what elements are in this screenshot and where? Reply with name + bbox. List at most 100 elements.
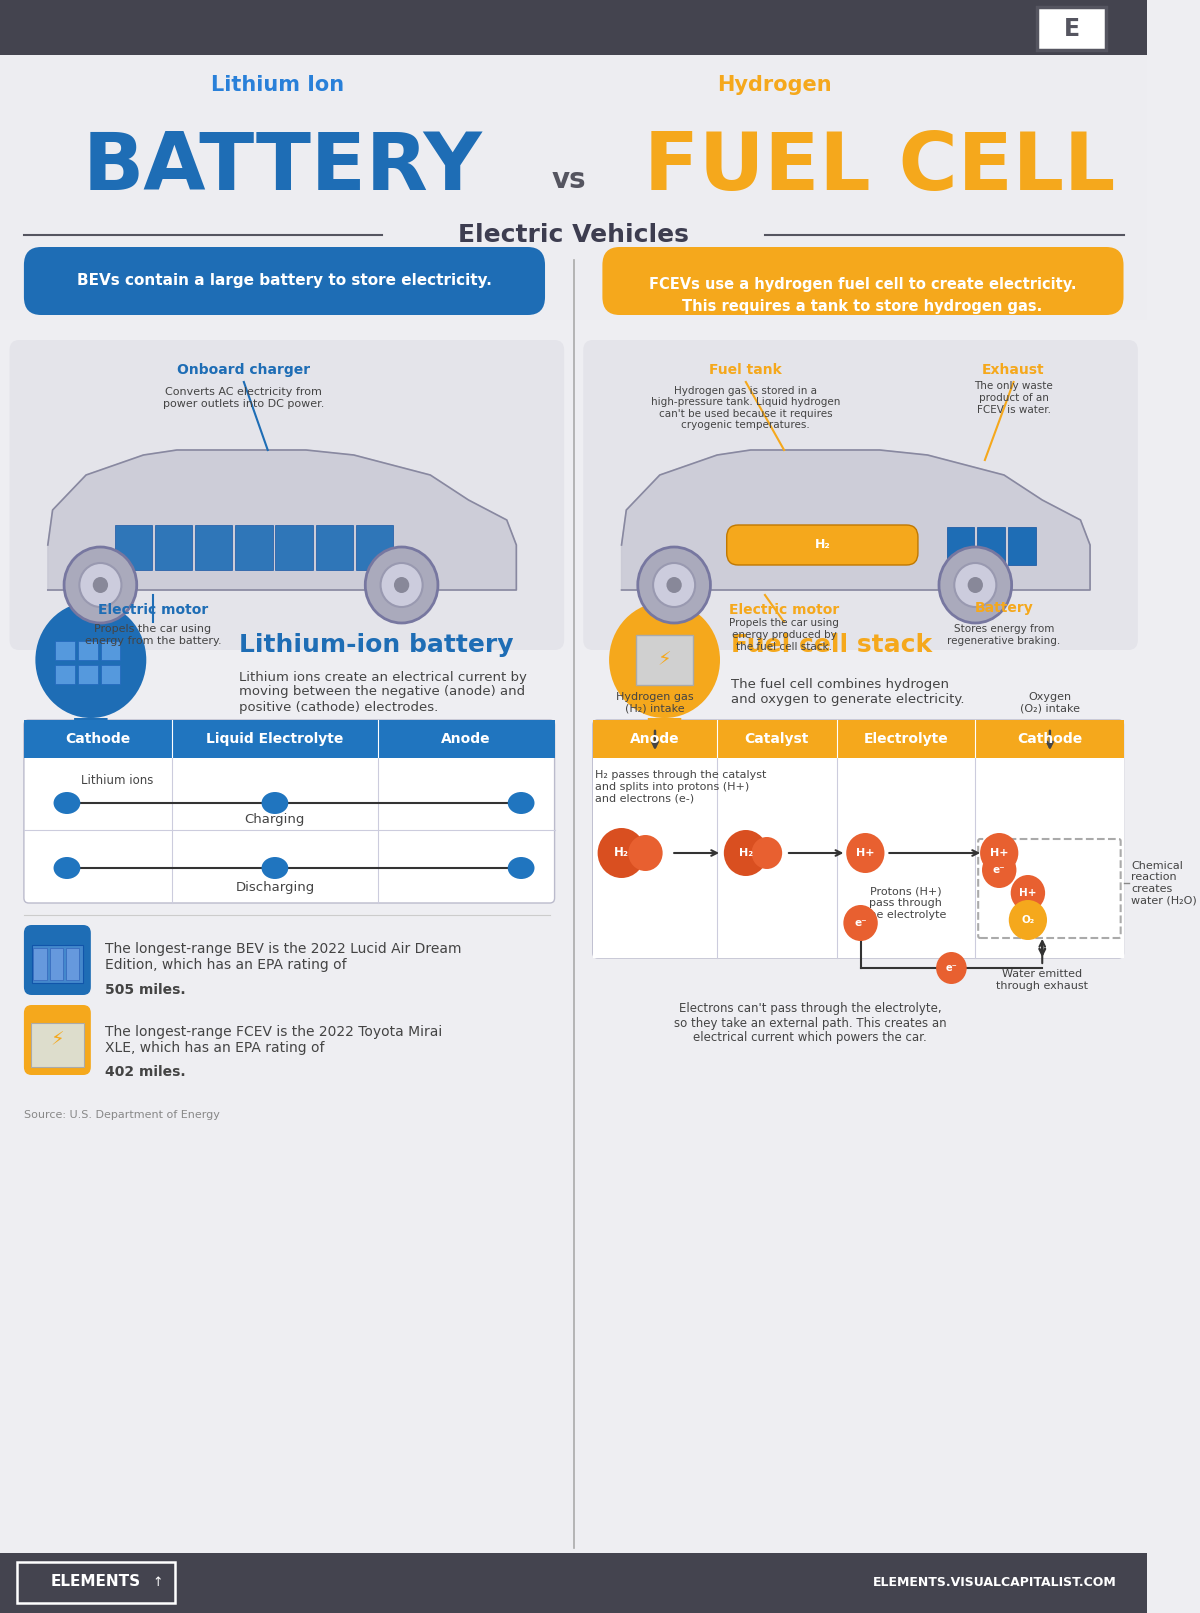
Text: FCEVs use a hydrogen fuel cell to create electricity.: FCEVs use a hydrogen fuel cell to create… [649,276,1076,292]
Text: BEVs contain a large battery to store electricity.: BEVs contain a large battery to store el… [77,274,492,289]
Text: Electric motor: Electric motor [98,603,208,618]
Text: Anode: Anode [442,732,491,745]
Text: 402 miles.: 402 miles. [106,1065,186,1079]
Text: Lithium ions create an electrical current by
moving between the negative (anode): Lithium ions create an electrical curren… [239,671,527,713]
Bar [275,524,313,569]
Text: Hydrogen gas
(H₂) intake: Hydrogen gas (H₂) intake [616,692,694,715]
Text: ⚡: ⚡ [658,650,672,669]
Circle shape [666,577,682,594]
Text: The only waste
product of an
FCEV is water.: The only waste product of an FCEV is wat… [974,381,1052,415]
Circle shape [1009,900,1048,940]
Bar [78,640,97,660]
Bar [0,1553,1147,1613]
Text: The longest-range BEV is the 2022 Lucid Air Dream
Edition, which has an EPA rati: The longest-range BEV is the 2022 Lucid … [106,942,462,973]
Text: H+: H+ [856,848,875,858]
Circle shape [598,827,646,877]
Text: Converts AC electricity from
power outlets into DC power.: Converts AC electricity from power outle… [163,387,324,408]
Bar [55,665,74,684]
FancyBboxPatch shape [24,1005,91,1074]
Ellipse shape [54,792,80,815]
Text: Lithium-ion battery: Lithium-ion battery [239,632,514,656]
Text: BATTERY: BATTERY [82,129,482,206]
Text: Propels the car using
energy from the battery.: Propels the car using energy from the ba… [85,624,221,645]
Text: Chemical
reaction
creates
water (H₂O): Chemical reaction creates water (H₂O) [1132,861,1196,905]
FancyBboxPatch shape [24,247,545,315]
Bar [977,527,1004,565]
Text: ELEMENTS: ELEMENTS [52,1574,142,1589]
Bar [49,936,65,945]
Text: Discharging: Discharging [235,881,314,895]
Bar [24,719,172,758]
Text: FUEL CELL: FUEL CELL [644,129,1115,206]
Text: H₂: H₂ [815,539,830,552]
FancyArrow shape [74,718,108,745]
Text: 505 miles.: 505 miles. [106,982,186,997]
Text: Cathode: Cathode [1016,732,1082,745]
Circle shape [844,905,877,940]
Polygon shape [48,450,516,590]
FancyArrow shape [648,718,682,745]
Circle shape [64,547,137,623]
Text: Fuel tank: Fuel tank [709,363,782,377]
Circle shape [35,602,146,718]
FancyBboxPatch shape [24,719,554,903]
Bar [49,948,64,981]
Circle shape [954,563,996,606]
Text: Exhaust: Exhaust [983,363,1045,377]
Bar [78,665,97,684]
Circle shape [751,837,782,869]
Text: Hydrogen: Hydrogen [718,74,832,95]
Text: vs: vs [552,166,587,194]
Text: ELEMENTS.VISUALCAPITALIST.COM: ELEMENTS.VISUALCAPITALIST.COM [872,1576,1116,1589]
Text: This requires a tank to store hydrogen gas.: This requires a tank to store hydrogen g… [683,298,1043,313]
Text: E: E [1064,16,1080,40]
Ellipse shape [262,792,288,815]
Bar [1038,6,1106,50]
Bar [718,719,836,758]
Text: Anode: Anode [630,732,680,745]
Text: H₂: H₂ [614,847,629,860]
Text: Liquid Electrolyte: Liquid Electrolyte [206,732,343,745]
Bar [355,524,392,569]
FancyBboxPatch shape [727,524,918,565]
Text: e⁻: e⁻ [992,865,1006,874]
Text: Hydrogen gas is stored in a
high-pressure tank. Liquid hydrogen
can't be used be: Hydrogen gas is stored in a high-pressur… [652,386,840,431]
Polygon shape [622,450,1090,590]
Circle shape [610,602,720,718]
Circle shape [967,577,983,594]
Text: O₂: O₂ [1021,915,1034,924]
FancyBboxPatch shape [10,340,564,650]
Text: Charging: Charging [245,813,305,826]
Bar [34,948,47,981]
Bar [101,665,120,684]
Bar [155,524,192,569]
Circle shape [846,832,884,873]
Bar [378,719,554,758]
Circle shape [936,952,967,984]
Bar [836,719,976,758]
Bar [976,719,1123,758]
Circle shape [938,547,1012,623]
FancyBboxPatch shape [593,719,1123,958]
Bar [17,1561,175,1603]
Bar [947,527,974,565]
Text: ↑: ↑ [152,1576,163,1589]
Text: Lithium ions: Lithium ions [82,774,154,787]
Bar [235,524,272,569]
Ellipse shape [262,857,288,879]
Circle shape [92,577,108,594]
Text: Electrolyte: Electrolyte [864,732,948,745]
Text: H₂ passes through the catalyst
and splits into protons (H+)
and electrons (e-): H₂ passes through the catalyst and split… [595,769,766,803]
Bar [55,640,74,660]
Text: Propels the car using
energy produced by
the fuel cell stack.: Propels the car using energy produced by… [730,618,839,652]
Circle shape [629,836,662,871]
Circle shape [79,563,121,606]
Text: H+: H+ [990,848,1008,858]
Bar [101,640,120,660]
Text: Water emitted
through exhaust: Water emitted through exhaust [996,969,1088,990]
Text: Protons (H+)
pass through
the electrolyte: Protons (H+) pass through the electrolyt… [865,887,946,919]
Bar [0,0,1147,55]
Text: Electrons can't pass through the electrolyte,
so they take an external path. Thi: Electrons can't pass through the electro… [674,1002,947,1045]
Text: H₂: H₂ [739,848,752,858]
FancyBboxPatch shape [24,924,91,995]
